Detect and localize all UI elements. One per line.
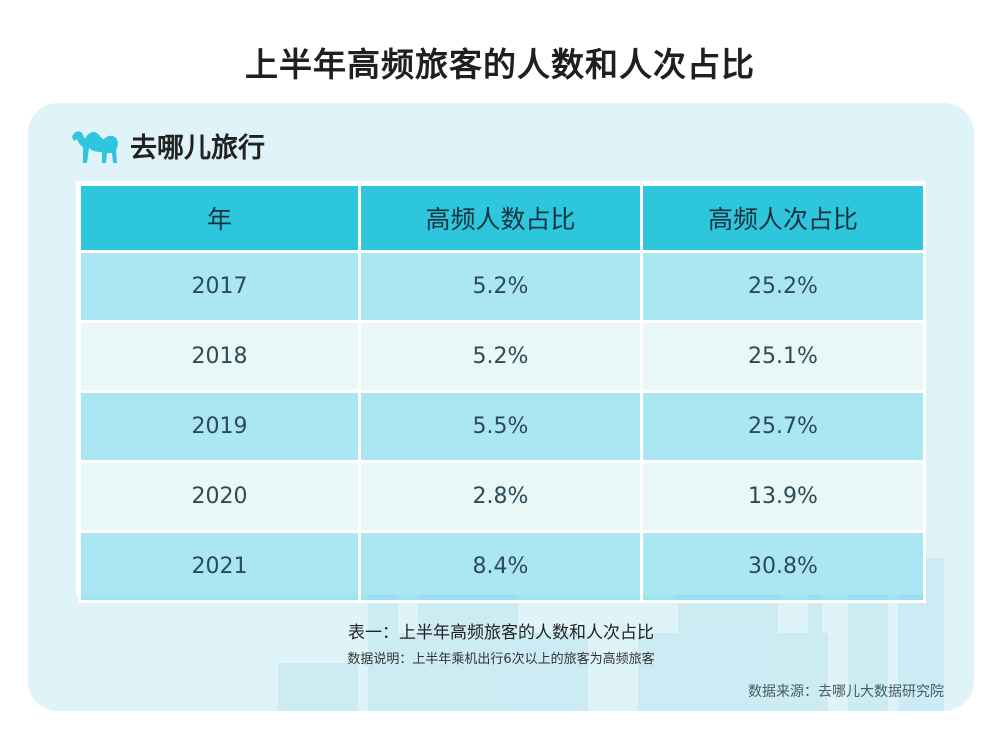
content-card: 去哪儿旅行 年 高频人数占比 高频人次占比 2017 5.2% 25.2% xyxy=(28,103,974,711)
table-row: 2019 5.5% 25.7% xyxy=(78,390,926,463)
cell-people-share: 5.2% xyxy=(358,250,643,323)
cell-trips-share: 25.2% xyxy=(640,250,926,323)
table-header-row: 年 高频人数占比 高频人次占比 xyxy=(78,183,926,253)
cell-year: 2019 xyxy=(78,390,361,463)
page-title: 上半年高频旅客的人数和人次占比 xyxy=(245,45,755,84)
table-caption: 表一：上半年高频旅客的人数和人次占比 xyxy=(348,623,654,643)
cell-people-share: 2.8% xyxy=(358,460,643,533)
cell-year: 2020 xyxy=(78,460,361,533)
cell-year: 2021 xyxy=(78,530,361,603)
table-row: 2020 2.8% 13.9% xyxy=(78,460,926,533)
column-header-trips-share: 高频人次占比 xyxy=(640,183,926,253)
cell-year: 2018 xyxy=(78,320,361,393)
cell-trips-share: 25.7% xyxy=(640,390,926,463)
column-header-people-share: 高频人数占比 xyxy=(358,183,643,253)
cell-trips-share: 30.8% xyxy=(640,530,926,603)
brand-logo: 去哪儿旅行 xyxy=(70,123,265,167)
table-row: 2021 8.4% 30.8% xyxy=(78,530,926,603)
data-note: 数据说明：上半年乘机出行6次以上的旅客为高频旅客 xyxy=(347,652,655,667)
table-row: 2018 5.2% 25.1% xyxy=(78,320,926,393)
cell-year: 2017 xyxy=(78,250,361,323)
cell-trips-share: 25.1% xyxy=(640,320,926,393)
cell-trips-share: 13.9% xyxy=(640,460,926,533)
data-table-wrapper: 年 高频人数占比 高频人次占比 2017 5.2% 25.2% 2018 5.2… xyxy=(76,181,926,603)
column-header-year: 年 xyxy=(78,183,361,253)
brand-name: 去哪儿旅行 xyxy=(130,132,265,164)
camel-icon xyxy=(72,131,118,163)
cell-people-share: 5.5% xyxy=(358,390,643,463)
data-source: 数据来源：去哪儿大数据研究院 xyxy=(748,684,944,700)
table-row: 2017 5.2% 25.2% xyxy=(78,250,926,323)
cell-people-share: 5.2% xyxy=(358,320,643,393)
cell-people-share: 8.4% xyxy=(358,530,643,603)
data-table: 年 高频人数占比 高频人次占比 2017 5.2% 25.2% 2018 5.2… xyxy=(78,183,926,603)
